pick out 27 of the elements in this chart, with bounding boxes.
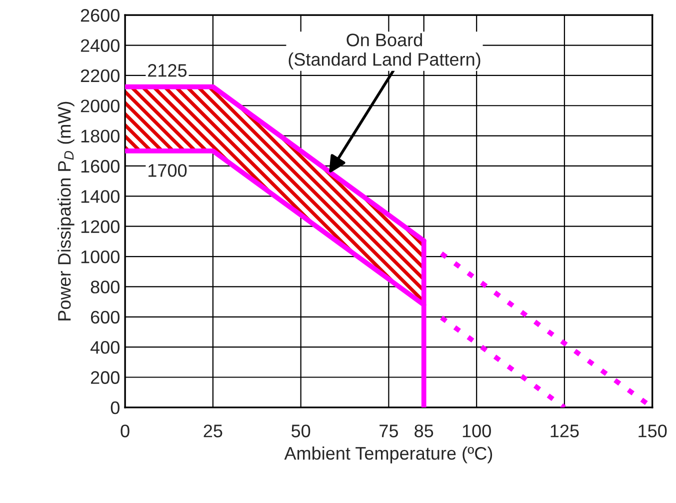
annotation: 1700 bbox=[148, 164, 187, 177]
y-tick-label: 1200 bbox=[81, 220, 120, 234]
x-tick-label: 100 bbox=[462, 424, 491, 438]
x-tick-label: 150 bbox=[638, 424, 667, 438]
x-tick-label: 0 bbox=[120, 424, 130, 438]
y-tick-label: 1800 bbox=[81, 130, 120, 143]
x-tick-label: 25 bbox=[204, 424, 222, 438]
y-tick-label: 0 bbox=[110, 401, 120, 414]
y-axis-title: Power Dissipation P$_{D}$ (mW) bbox=[58, 102, 74, 320]
x-tick-label: 50 bbox=[292, 424, 310, 438]
x-tick-label: 125 bbox=[550, 424, 579, 438]
x-tick-label: 85 bbox=[414, 424, 434, 438]
y-tick-label: 2000 bbox=[80, 100, 120, 112]
y-tick-label: 2200 bbox=[80, 69, 120, 82]
x-tick-label: 75 bbox=[380, 424, 398, 438]
y-tick-label: 2600 bbox=[80, 9, 120, 22]
y-tick-label: 1600 bbox=[81, 160, 120, 173]
x-axis-title: Ambient Temperature (ºC) bbox=[284, 446, 492, 464]
y-tick-label: 1000 bbox=[81, 250, 120, 264]
y-tick-label: 600 bbox=[90, 310, 120, 324]
annotation: 2125 bbox=[148, 64, 187, 77]
y-tick-label: 400 bbox=[90, 341, 120, 354]
y-tick-label: 2400 bbox=[80, 39, 120, 52]
y-tick-label: 1400 bbox=[81, 190, 120, 203]
y-tick-label: 200 bbox=[90, 371, 120, 384]
y-tick-label: 800 bbox=[90, 280, 120, 294]
annotation: On Board (Standard Land Pattern) bbox=[288, 33, 480, 70]
